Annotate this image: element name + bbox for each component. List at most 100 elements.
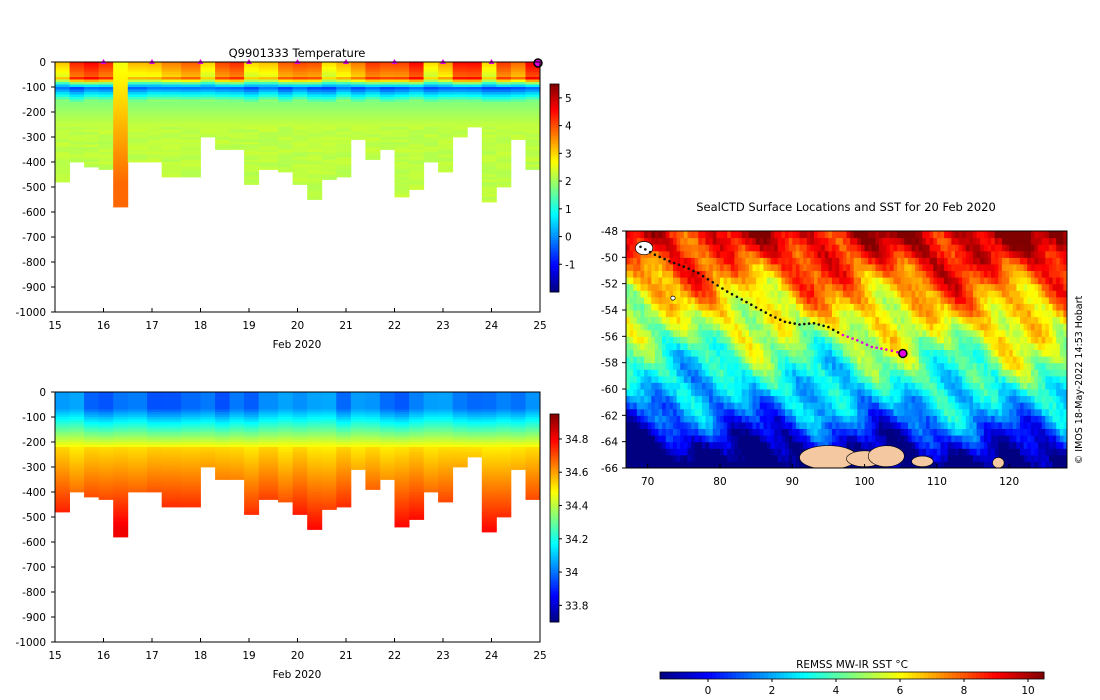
sst-cell	[629, 270, 634, 278]
temperature-cell	[84, 147, 100, 150]
salinity-profile	[69, 392, 85, 493]
sst-cell	[795, 349, 800, 357]
salinity-cell	[292, 452, 308, 455]
sst-cell	[629, 408, 634, 416]
sst-cell	[777, 421, 782, 429]
sst-cell	[683, 270, 688, 278]
sst-cell	[705, 336, 710, 344]
salinity-cell	[394, 509, 410, 513]
temperature-cell	[278, 87, 293, 90]
salinity-cell	[200, 454, 216, 458]
temperature-cell	[481, 132, 497, 135]
sst-cell	[640, 454, 645, 462]
sst-cell	[629, 415, 634, 423]
temperature-cell	[496, 167, 512, 170]
temperature-cell	[510, 104, 526, 108]
temperature-ytick-label: -700	[22, 232, 46, 244]
salinity-cell	[229, 409, 245, 413]
sst-cell	[810, 382, 815, 390]
temperature-cell	[161, 147, 182, 150]
salinity-cell	[365, 462, 381, 465]
temperature-cell	[84, 129, 100, 133]
sst-cell	[756, 342, 761, 350]
sst-cell	[734, 408, 739, 416]
temperature-cell	[307, 92, 323, 95]
temperature-cell	[244, 182, 260, 185]
temperature-cell	[423, 72, 439, 75]
sst-cell	[763, 369, 768, 377]
temperature-cell	[307, 99, 323, 103]
sst-cell	[633, 310, 638, 318]
salinity-cell	[321, 404, 337, 408]
temperature-cell	[127, 114, 148, 118]
salinity-cell	[525, 419, 540, 423]
temperature-cell	[98, 92, 114, 95]
salinity-cell	[321, 462, 337, 465]
sst-cell	[806, 310, 811, 318]
salinity-cell	[244, 472, 260, 475]
sst-cell	[665, 428, 670, 436]
temperature-cell	[525, 142, 540, 145]
salinity-cell	[98, 472, 114, 475]
sst-cell	[705, 329, 710, 337]
temperature-cell	[350, 84, 366, 88]
sst-cell	[691, 263, 696, 271]
sst-cell	[770, 237, 775, 245]
sst-cell	[687, 237, 692, 245]
salinity-cell	[55, 437, 70, 440]
salinity-cell	[307, 429, 323, 433]
sst-cell	[662, 290, 667, 298]
salinity-cell	[307, 507, 323, 510]
sst-cell	[748, 448, 753, 456]
sst-cell	[676, 237, 681, 245]
salinity-cell	[394, 504, 410, 508]
temperature-cell	[113, 162, 129, 165]
sst-cell	[738, 283, 743, 291]
sst-cell	[792, 435, 797, 443]
temperature-cell	[467, 102, 483, 105]
salinity-cell	[525, 462, 540, 465]
temperature-cell	[307, 154, 323, 158]
sst-cell	[734, 296, 739, 304]
sst-cell	[687, 435, 692, 443]
sst-cell	[777, 290, 782, 298]
salinity-cell	[452, 454, 468, 458]
temperature-colorbar-swatch	[550, 112, 559, 116]
temperature-cell	[181, 104, 201, 108]
sst-cell	[734, 428, 739, 436]
sst-cell	[687, 408, 692, 416]
temperature-cell	[321, 74, 337, 78]
salinity-cell	[161, 464, 182, 468]
sst-cell	[767, 231, 772, 239]
temperature-cell	[496, 169, 512, 173]
sst-cell	[767, 296, 772, 304]
salinity-cell	[496, 474, 512, 478]
salinity-cell	[423, 429, 439, 433]
sst-cell	[730, 263, 735, 271]
sst-cell	[723, 277, 728, 285]
temperature-cell	[278, 64, 293, 68]
sst-cell	[658, 454, 663, 462]
temperature-cell	[147, 74, 163, 78]
salinity-cell	[55, 499, 70, 503]
salinity-ytick-label: -700	[22, 562, 46, 574]
sst-cell	[654, 389, 659, 397]
salinity-cell	[181, 449, 201, 453]
sst-cell	[673, 263, 678, 271]
sst-cell	[683, 382, 688, 390]
temperature-cell	[278, 139, 293, 143]
sst-cell	[767, 415, 772, 423]
salinity-colorbar-swatch	[550, 616, 559, 620]
sst-cell	[785, 237, 790, 245]
salinity-cell	[467, 437, 483, 440]
sst-cell	[738, 263, 743, 271]
temperature-cell	[215, 117, 231, 120]
temperature-cell	[244, 109, 260, 113]
temperature-cell	[161, 157, 182, 160]
sst-cell	[687, 356, 692, 364]
sst-cell	[665, 283, 670, 291]
salinity-cell	[438, 452, 454, 455]
sst-cell	[665, 435, 670, 443]
salinity-cell	[438, 479, 454, 483]
salinity-cell	[98, 444, 114, 448]
